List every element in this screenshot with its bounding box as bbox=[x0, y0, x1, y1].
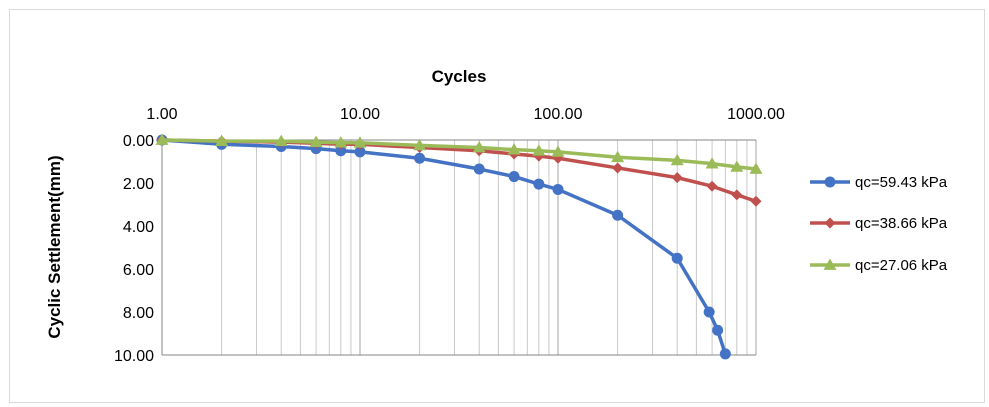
data-point bbox=[532, 144, 546, 156]
data-point bbox=[612, 209, 624, 221]
data-point bbox=[334, 136, 348, 148]
data-point bbox=[749, 162, 763, 174]
data-point bbox=[730, 160, 744, 172]
data-point bbox=[670, 153, 684, 166]
data-point bbox=[719, 348, 731, 360]
data-point bbox=[731, 189, 743, 201]
data-point bbox=[155, 133, 169, 145]
data-point bbox=[472, 141, 486, 153]
legend-marker bbox=[824, 176, 836, 188]
y-tick-label: 8.00 bbox=[123, 305, 154, 322]
y-tick-label: 2.00 bbox=[123, 176, 154, 193]
data-point bbox=[712, 324, 724, 336]
data-point bbox=[706, 180, 718, 192]
y-axis-title: Cyclic Settlement(mm) bbox=[45, 155, 64, 338]
y-tick-label: 6.00 bbox=[123, 262, 154, 279]
data-point bbox=[671, 252, 683, 264]
data-point bbox=[507, 143, 521, 155]
legend-entry: qc=27.06 kPa bbox=[810, 257, 948, 274]
series-1 bbox=[156, 134, 731, 360]
data-point bbox=[335, 145, 347, 157]
data-point bbox=[612, 162, 624, 174]
data-point bbox=[671, 172, 683, 184]
y-tick-label: 4.00 bbox=[123, 219, 154, 236]
y-tick-label: 10.00 bbox=[114, 348, 154, 365]
data-point bbox=[473, 163, 485, 175]
data-point bbox=[552, 183, 564, 195]
axis-layer: 1.00 10.00 100.00 1000.00 0.00 2.00 4.00 6.00 8.… bbox=[114, 106, 785, 365]
series-line bbox=[161, 138, 757, 171]
series-line bbox=[161, 138, 757, 203]
legend: qc=59.43 kPa qc=38.66 kPa qc=27.06 kPa bbox=[810, 174, 948, 274]
legend-label: qc=59.43 kPa bbox=[855, 174, 948, 191]
x-tick-label: 100.00 bbox=[534, 106, 583, 123]
x-axis-title: Cycles bbox=[432, 67, 487, 86]
data-point bbox=[353, 136, 367, 148]
data-point bbox=[354, 146, 366, 158]
data-point bbox=[750, 195, 762, 207]
data-point bbox=[215, 134, 229, 146]
legend-label: qc=38.66 kPa bbox=[855, 215, 948, 232]
grid-layer bbox=[161, 140, 757, 355]
legend-label: qc=27.06 kPa bbox=[855, 257, 948, 274]
data-point bbox=[413, 138, 427, 151]
y-tick-label: 0.00 bbox=[123, 133, 154, 150]
data-point bbox=[551, 145, 565, 157]
data-point bbox=[611, 150, 625, 163]
legend-marker bbox=[823, 258, 837, 270]
data-point bbox=[309, 135, 323, 148]
data-point bbox=[414, 152, 426, 164]
chart-area: 1.00 10.00 100.00 1000.00 0.00 2.00 4.00 6.00 8.… bbox=[9, 9, 985, 403]
data-point bbox=[703, 306, 715, 318]
data-point bbox=[533, 178, 545, 190]
series-layer bbox=[155, 133, 763, 360]
legend-entry: qc=38.66 kPa bbox=[810, 215, 948, 232]
data-point bbox=[274, 134, 288, 146]
x-tick-label: 1.00 bbox=[146, 106, 177, 123]
data-point bbox=[508, 171, 520, 183]
series-3 bbox=[155, 133, 763, 174]
x-tick-label: 10.00 bbox=[340, 106, 380, 123]
legend-marker bbox=[824, 217, 836, 229]
data-point bbox=[705, 157, 719, 169]
series-line bbox=[161, 138, 727, 355]
x-tick-label: 1000.00 bbox=[727, 106, 785, 123]
legend-entry: qc=59.43 kPa bbox=[810, 174, 948, 191]
chart-svg: 1.00 10.00 100.00 1000.00 0.00 2.00 4.00 6.00 8.… bbox=[45, 67, 948, 365]
